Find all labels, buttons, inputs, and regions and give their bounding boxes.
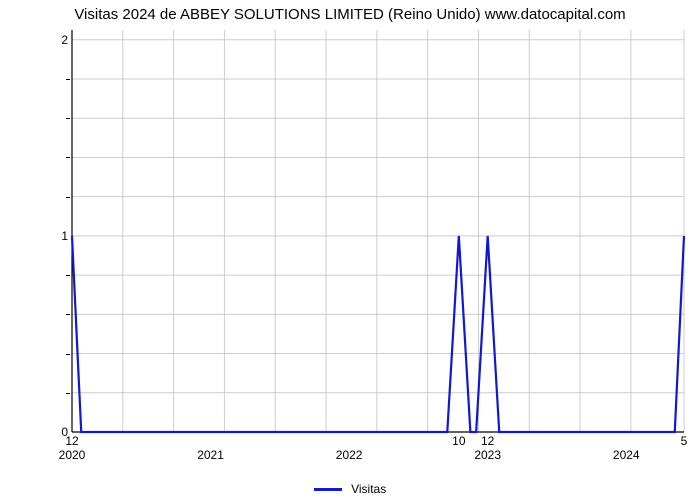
x-tick-label: 5	[681, 434, 688, 448]
x-tick-label: 12	[65, 434, 78, 448]
y-minor-tick	[66, 354, 70, 355]
x-year-label: 2020	[59, 448, 86, 462]
chart-container: Visitas 2024 de ABBEY SOLUTIONS LIMITED …	[0, 0, 700, 500]
y-minor-tick	[66, 275, 70, 276]
y-minor-tick	[66, 393, 70, 394]
y-minor-tick	[66, 197, 70, 198]
x-tick-label: 12	[481, 434, 494, 448]
x-year-label: 2021	[197, 448, 224, 462]
x-tick-label: 10	[452, 434, 465, 448]
y-minor-tick	[66, 157, 70, 158]
plot-svg	[72, 30, 684, 432]
plot-area: 012121012520202021202220232024	[72, 30, 684, 432]
legend: Visitas	[0, 482, 700, 496]
y-minor-tick	[66, 314, 70, 315]
legend-swatch	[314, 488, 342, 491]
y-tick-label: 2	[61, 33, 68, 47]
x-year-label: 2022	[336, 448, 363, 462]
y-tick-label: 1	[61, 229, 68, 243]
legend-label: Visitas	[351, 482, 386, 496]
x-year-label: 2024	[613, 448, 640, 462]
x-year-label: 2023	[474, 448, 501, 462]
y-minor-tick	[66, 79, 70, 80]
chart-title: Visitas 2024 de ABBEY SOLUTIONS LIMITED …	[0, 6, 700, 23]
y-minor-tick	[66, 118, 70, 119]
